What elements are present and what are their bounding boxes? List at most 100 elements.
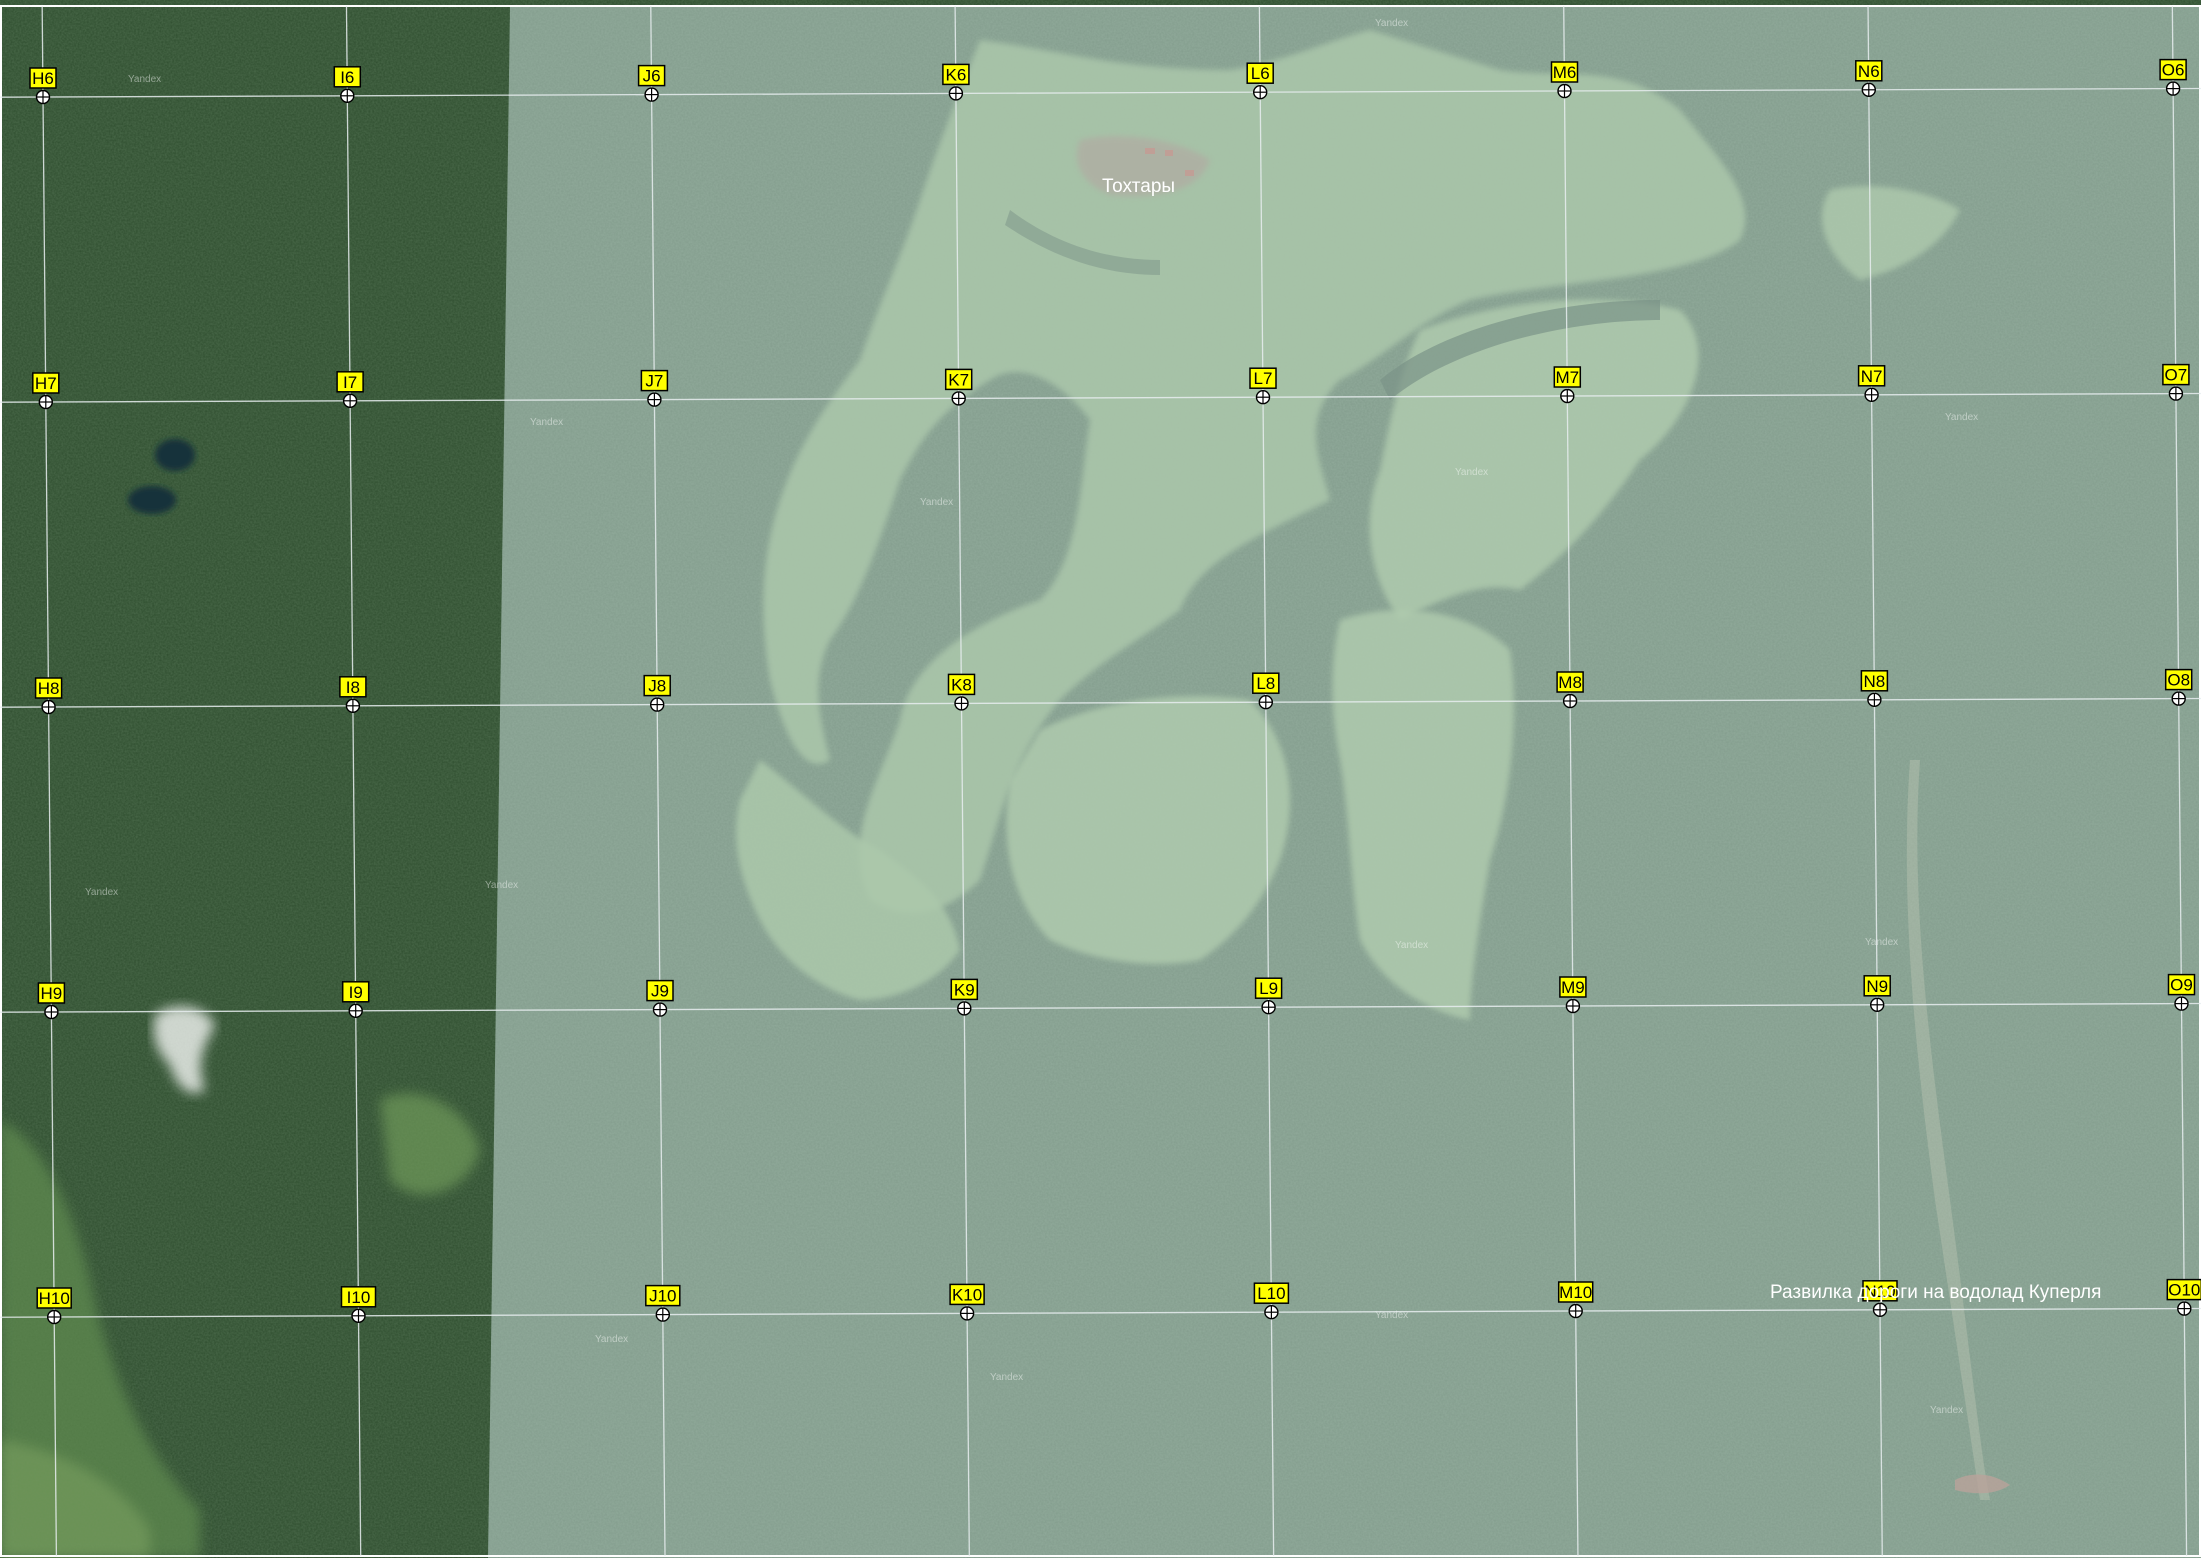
crosshair-icon: [650, 697, 665, 712]
grid-marker-i8[interactable]: I8: [339, 676, 367, 713]
crosshair-icon: [47, 1309, 62, 1325]
grid-marker-n10[interactable]: N10: [1862, 1280, 1898, 1318]
place-label-tokhtary[interactable]: Тохтары: [1102, 176, 1175, 197]
watermark-text: Yandex: [530, 417, 563, 428]
grid-label-text: H10: [39, 1289, 70, 1308]
crosshair-icon: [1872, 1302, 1888, 1318]
watermark-layer: Yandex Yandex Yandex Yandex Yandex Yandex Yand…: [85, 18, 1978, 1416]
grid-marker-j10[interactable]: J10: [645, 1284, 681, 1322]
grid-label-box: [2159, 58, 2187, 81]
grid-label-text: L9: [1259, 979, 1278, 998]
grid-label-box: [1253, 1282, 1290, 1304]
grid-label-text: I9: [349, 983, 363, 1002]
grid-line-row-10: [0, 1307, 2201, 1318]
grid-label-box: [2162, 363, 2190, 386]
grid-label-box: [1557, 1281, 1594, 1303]
grid-label-box: [645, 1284, 681, 1307]
grid-marker-o10[interactable]: O10: [2166, 1278, 2201, 1316]
crosshair-icon: [948, 86, 964, 101]
grid-label-text: M6: [1553, 63, 1577, 82]
grid-label-text: N8: [1864, 672, 1886, 691]
grid-label-box: [1857, 365, 1886, 387]
grid-marker-l7[interactable]: L7: [1249, 367, 1277, 405]
grid-marker-j6[interactable]: J6: [637, 64, 666, 102]
grid-label-box: [1860, 670, 1889, 692]
grid-marker-j8[interactable]: J8: [643, 674, 671, 712]
grid-label-text: O9: [2170, 976, 2193, 995]
crosshair-icon: [1258, 695, 1274, 710]
grid-marker-o9[interactable]: O9: [2167, 973, 2196, 1011]
grid-marker-i9[interactable]: I9: [341, 981, 370, 1018]
grid-marker-j7[interactable]: J7: [640, 369, 669, 407]
grid-marker-m10[interactable]: M10: [1557, 1281, 1594, 1319]
grid-marker-l9[interactable]: L9: [1254, 977, 1283, 1015]
crosshair-icon: [1565, 998, 1581, 1014]
grid-marker-m9[interactable]: M9: [1559, 976, 1587, 1014]
grid-label-text: O6: [2162, 61, 2185, 80]
place-label-road-fork[interactable]: Развилка дороги на водолад Куперля: [1770, 1282, 2101, 1303]
grid-marker-m7[interactable]: M7: [1553, 366, 1582, 404]
grid-label-text: I8: [346, 678, 360, 697]
grid-marker-l6[interactable]: L6: [1246, 62, 1274, 100]
crosshair-icon: [954, 696, 969, 711]
grid-label-box: [1254, 977, 1283, 999]
crosshair-icon: [1264, 1304, 1279, 1320]
grid-marker-m8[interactable]: M8: [1556, 671, 1584, 709]
grid-marker-k8[interactable]: K8: [947, 673, 976, 711]
grid-marker-k7[interactable]: K7: [944, 368, 973, 406]
grid-label-text: M10: [1559, 1283, 1592, 1302]
grid-label-box: [339, 676, 367, 698]
watermark-text: Yandex: [1930, 1405, 1963, 1416]
grid-label-box: [646, 979, 674, 1002]
grid-marker-k9[interactable]: K9: [950, 978, 979, 1016]
grid-label-box: [1559, 976, 1587, 998]
grid-marker-k6[interactable]: K6: [942, 63, 970, 101]
watermark-text: Yandex: [1865, 937, 1898, 948]
grid-label-box: [341, 981, 370, 1003]
crosshair-icon: [1252, 84, 1268, 100]
grid-marker-j9[interactable]: J9: [646, 979, 674, 1017]
grid-marker-m6[interactable]: M6: [1550, 61, 1579, 99]
grid-marker-o7[interactable]: O7: [2162, 363, 2190, 401]
grid-label-text: I10: [347, 1288, 371, 1307]
crosshair-icon: [2174, 996, 2189, 1011]
grid-label-box: [336, 371, 364, 393]
grid-marker-n8[interactable]: N8: [1860, 670, 1889, 707]
grid-marker-o8[interactable]: O8: [2164, 668, 2193, 706]
grid-markers: H6 I6 J6 K6 L6 M6 N6 O6 H7 I7 J7 K7 L7 M7 N7 O7 H8 I8 J8 K8…: [29, 58, 2201, 1325]
grid-marker-n6[interactable]: N6: [1855, 60, 1883, 98]
grid-marker-o6[interactable]: O6: [2159, 58, 2187, 96]
grid-marker-h7[interactable]: H7: [32, 372, 60, 410]
watermark-text: Yandex: [485, 880, 518, 891]
grid-label-text: J6: [643, 67, 661, 86]
grid-label-text: L7: [1254, 369, 1273, 388]
crosshair-icon: [2171, 691, 2186, 706]
grid-marker-i6[interactable]: I6: [333, 66, 362, 104]
grid-marker-h6[interactable]: H6: [29, 67, 57, 105]
crosshair-icon: [1864, 387, 1879, 402]
crosshair-icon: [647, 392, 662, 407]
grid-marker-k10[interactable]: K10: [949, 1283, 985, 1321]
crosshair-icon: [1562, 693, 1578, 709]
grid-label-box: [1246, 62, 1274, 84]
grid-marker-h8[interactable]: H8: [34, 677, 63, 715]
grid-marker-n9[interactable]: N9: [1863, 975, 1891, 1012]
grid-label-text: K6: [946, 65, 967, 84]
grid-label-text: H6: [32, 69, 54, 88]
grid-marker-i7[interactable]: I7: [336, 371, 364, 408]
grid-label-box: [1249, 367, 1277, 389]
grid-label-text: N7: [1861, 367, 1883, 386]
grid-label-text: J7: [645, 372, 663, 391]
crosshair-icon: [1869, 997, 1885, 1012]
grid-label-text: I7: [343, 373, 357, 392]
grid-marker-l10[interactable]: L10: [1253, 1282, 1290, 1320]
grid-marker-h10[interactable]: H10: [36, 1287, 72, 1325]
grid-label-text: M7: [1555, 368, 1579, 387]
grid-marker-i10[interactable]: I10: [340, 1286, 377, 1324]
grid-marker-l8[interactable]: L8: [1252, 672, 1280, 710]
grid-line-row-6: [0, 87, 2201, 98]
grid-marker-n7[interactable]: N7: [1857, 365, 1886, 402]
grid-marker-h9[interactable]: H9: [37, 982, 66, 1020]
